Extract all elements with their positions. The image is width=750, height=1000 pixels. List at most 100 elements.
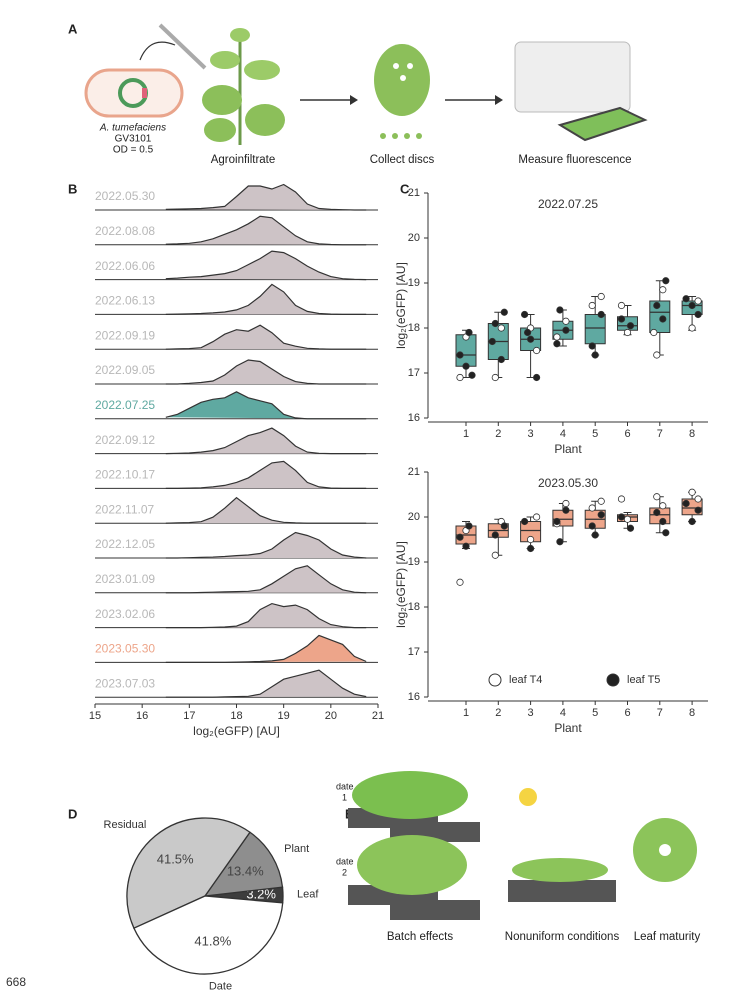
x-tick-label: 6 <box>624 707 630 719</box>
legend-label: leaf T5 <box>627 674 660 686</box>
panel-label: D <box>68 806 77 821</box>
legend-label: leaf T4 <box>509 674 542 686</box>
ridge <box>165 359 367 385</box>
disc <box>393 63 399 69</box>
page-number: 668 <box>6 975 26 989</box>
x-tick-label: 4 <box>560 428 566 440</box>
box <box>649 300 671 333</box>
caption: Nonuniform conditions <box>505 931 620 943</box>
x-tick-label: 19 <box>278 710 290 722</box>
ridge <box>165 460 367 489</box>
ridge <box>165 391 367 420</box>
ridge-label: 2023.07.03 <box>95 676 155 690</box>
point-t4 <box>617 495 626 503</box>
point-t5 <box>659 517 667 526</box>
box <box>584 314 606 345</box>
point-t5 <box>491 531 499 539</box>
pie-slice <box>133 895 284 975</box>
point-t4 <box>553 333 561 341</box>
point-t5 <box>556 306 564 314</box>
y-tick-label: 21 <box>408 466 420 478</box>
x-tick-label: 20 <box>325 710 337 722</box>
ridge <box>165 531 367 559</box>
point-t5 <box>523 328 532 337</box>
point-t4 <box>688 324 696 332</box>
point-t5 <box>497 355 505 364</box>
point-t5 <box>662 277 670 285</box>
x-tick-label: 5 <box>592 428 598 440</box>
ridge-label: 2023.05.30 <box>95 642 155 656</box>
pie-category-label: Residual <box>104 819 147 831</box>
point-t4 <box>617 301 626 310</box>
x-tick-label: 1 <box>463 428 469 440</box>
point-t4 <box>456 578 464 586</box>
pie-value-label: 41.8% <box>194 934 231 949</box>
point-t4 <box>491 373 499 382</box>
point-t5 <box>597 511 605 519</box>
y-axis-label: log₂(eGFP) [AU] <box>394 541 408 628</box>
y-tick-label: 16 <box>408 691 420 703</box>
y-tick-label: 17 <box>408 646 420 658</box>
pie-value-label: 41.5% <box>157 851 194 866</box>
x-tick-label: 1 <box>463 707 469 719</box>
point-t4 <box>694 297 702 305</box>
y-tick-label: 17 <box>408 367 420 379</box>
disc <box>416 133 422 139</box>
plants <box>357 835 467 895</box>
x-tick-label: 21 <box>372 710 384 722</box>
point-t5 <box>682 499 690 508</box>
y-tick-label: 18 <box>408 601 420 613</box>
point-t5 <box>617 315 626 323</box>
point-t5 <box>462 542 470 550</box>
y-tick-label: 20 <box>408 511 420 523</box>
point-t5 <box>500 522 508 530</box>
point-t5 <box>597 310 605 319</box>
date-label: date <box>336 781 354 791</box>
rosette-center <box>659 844 671 856</box>
panel-label: A <box>68 21 78 36</box>
point-t5 <box>653 508 661 517</box>
ridge <box>165 324 367 350</box>
caption: Batch effects <box>387 931 454 943</box>
ridge-label: 2022.11.07 <box>95 502 154 516</box>
point-t5 <box>553 340 561 348</box>
point-t5 <box>500 308 508 316</box>
point-t4 <box>532 346 541 355</box>
arrow <box>139 41 176 61</box>
ridge-label: 2022.09.05 <box>95 363 155 377</box>
point-t4 <box>659 502 667 510</box>
y-tick-label: 19 <box>408 556 420 568</box>
ridge-label: 2022.06.13 <box>95 294 155 308</box>
point-t5 <box>465 522 473 530</box>
point-t4 <box>588 301 596 310</box>
pie-category-label: Date <box>209 981 232 993</box>
x-tick-label: 5 <box>592 707 598 719</box>
y-tick-label: 19 <box>408 277 420 289</box>
plants <box>512 858 608 882</box>
step-label: Agroinfiltrate <box>211 154 276 166</box>
point-t4 <box>650 328 658 337</box>
point-t5 <box>556 538 564 546</box>
strain-id: GV3101 <box>115 134 152 145</box>
point-t5 <box>562 326 570 334</box>
y-tick-label: 20 <box>408 232 420 244</box>
ridge <box>165 215 367 246</box>
point-t5 <box>468 371 476 379</box>
point-t5 <box>653 301 661 310</box>
point-t5 <box>617 513 626 521</box>
ridge <box>165 565 367 594</box>
point-t4 <box>491 551 499 559</box>
arrow-head <box>350 95 358 105</box>
ridge <box>165 283 367 315</box>
caption: Leaf maturity <box>634 931 701 943</box>
ridge-label: 2022.09.19 <box>95 328 155 342</box>
pie-slice <box>203 831 284 897</box>
point-t4 <box>562 317 570 325</box>
x-axis-label: log₂(eGFP) [AU] <box>193 724 280 738</box>
x-axis-label: Plant <box>554 721 582 735</box>
point-t4 <box>456 373 464 382</box>
point-t4 <box>526 535 535 544</box>
ridge <box>165 183 367 211</box>
y-tick-label: 21 <box>408 187 420 199</box>
leaf <box>202 85 242 115</box>
